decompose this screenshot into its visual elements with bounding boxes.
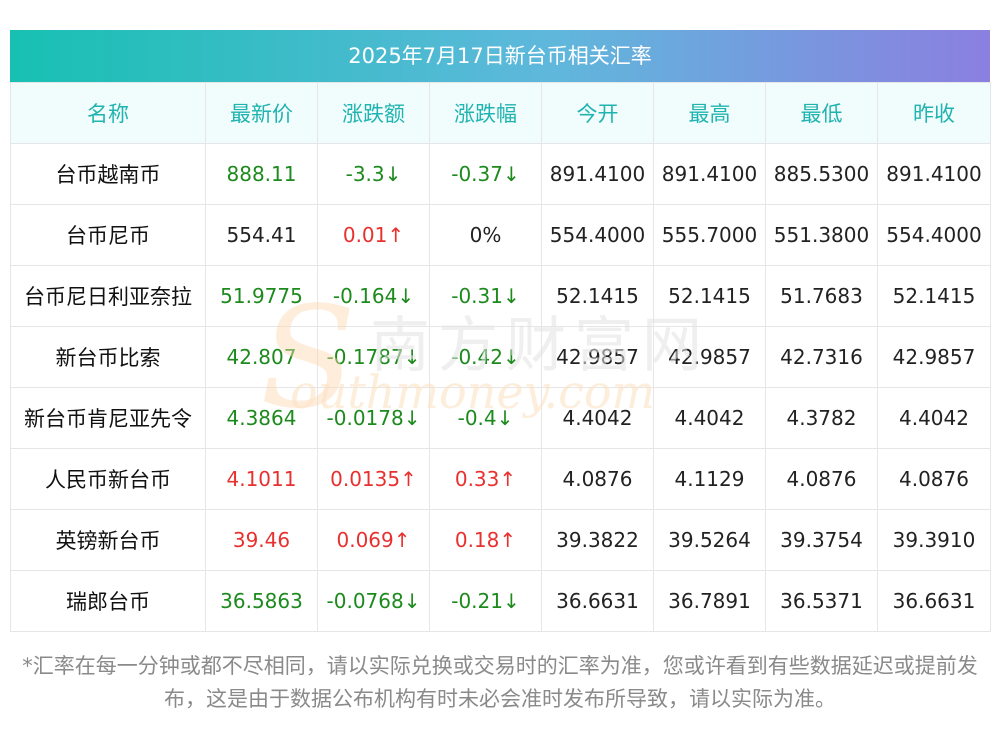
table-row: 新台币比索 42.807 -0.1787↓ -0.42↓ 42.9857 42.9857 4… (10, 326, 991, 388)
table-body: 台币越南币 888.11 -3.3↓ -0.37↓ 891.4100 891.4100 88… (10, 143, 991, 632)
cell-open: 52.1415 (541, 265, 654, 327)
cell-name: 人民币新台币 (10, 448, 206, 510)
cell-change: -0.1787↓ (317, 326, 430, 388)
cell-high: 891.4100 (653, 143, 766, 205)
cell-name: 台币尼币 (10, 204, 206, 266)
header-name: 名称 (10, 82, 206, 144)
cell-prev-close: 554.4000 (877, 204, 991, 266)
cell-prev-close: 891.4100 (877, 143, 991, 205)
cell-high: 36.7891 (653, 570, 766, 632)
cell-prev-close: 4.4042 (877, 387, 991, 449)
cell-latest: 888.11 (205, 143, 318, 205)
cell-name: 台币尼日利亚奈拉 (10, 265, 206, 327)
header-high: 最高 (653, 82, 766, 144)
rate-panel: 2025年7月17日新台币相关汇率 名称 最新价 涨跌额 涨跌幅 今开 最高 最… (10, 30, 991, 716)
table-row: 英镑新台币 39.46 0.069↑ 0.18↑ 39.3822 39.5264 39.37… (10, 509, 991, 571)
cell-change-pct: 0% (429, 204, 542, 266)
cell-open: 42.9857 (541, 326, 654, 388)
cell-latest: 4.3864 (205, 387, 318, 449)
header-low: 最低 (765, 82, 878, 144)
cell-open: 554.4000 (541, 204, 654, 266)
cell-change-pct: -0.21↓ (429, 570, 542, 632)
cell-low: 4.3782 (765, 387, 878, 449)
header-change-pct: 涨跌幅 (429, 82, 542, 144)
cell-high: 42.9857 (653, 326, 766, 388)
cell-name: 新台币比索 (10, 326, 206, 388)
header-prev-close: 昨收 (877, 82, 991, 144)
cell-low: 42.7316 (765, 326, 878, 388)
cell-high: 52.1415 (653, 265, 766, 327)
cell-change-pct: -0.42↓ (429, 326, 542, 388)
cell-name: 新台币肯尼亚先令 (10, 387, 206, 449)
cell-low: 51.7683 (765, 265, 878, 327)
table-header-row: 名称 最新价 涨跌额 涨跌幅 今开 最高 最低 昨收 (10, 82, 991, 144)
cell-low: 4.0876 (765, 448, 878, 510)
cell-latest: 51.9775 (205, 265, 318, 327)
footnote: *汇率在每一分钟或都不尽相同，请以实际兑换或交易时的汇率为准，您或许看到有些数据… (22, 654, 978, 711)
table-row: 瑞郎台币 36.5863 -0.0768↓ -0.21↓ 36.6631 36.7891 3… (10, 570, 991, 632)
cell-name: 英镑新台币 (10, 509, 206, 571)
cell-change: 0.069↑ (317, 509, 430, 571)
cell-prev-close: 42.9857 (877, 326, 991, 388)
cell-open: 39.3822 (541, 509, 654, 571)
cell-low: 885.5300 (765, 143, 878, 205)
table-row: 台币尼日利亚奈拉 51.9775 -0.164↓ -0.31↓ 52.1415 52.14… (10, 265, 991, 327)
table-area: 名称 最新价 涨跌额 涨跌幅 今开 最高 最低 昨收 台币越南币 888.11 -3… (10, 82, 991, 632)
cell-latest: 39.46 (205, 509, 318, 571)
cell-prev-close: 52.1415 (877, 265, 991, 327)
cell-change: 0.01↑ (317, 204, 430, 266)
table-row: 人民币新台币 4.1011 0.0135↑ 0.33↑ 4.0876 4.1129 4.08… (10, 448, 991, 510)
cell-low: 551.3800 (765, 204, 878, 266)
cell-name: 瑞郎台币 (10, 570, 206, 632)
header-open: 今开 (541, 82, 654, 144)
cell-high: 555.7000 (653, 204, 766, 266)
cell-low: 36.5371 (765, 570, 878, 632)
table-row: 台币越南币 888.11 -3.3↓ -0.37↓ 891.4100 891.4100 88… (10, 143, 991, 205)
cell-change: -3.3↓ (317, 143, 430, 205)
cell-latest: 4.1011 (205, 448, 318, 510)
cell-change: -0.0178↓ (317, 387, 430, 449)
cell-high: 4.4042 (653, 387, 766, 449)
cell-prev-close: 36.6631 (877, 570, 991, 632)
cell-change: -0.0768↓ (317, 570, 430, 632)
cell-latest: 42.807 (205, 326, 318, 388)
cell-open: 4.0876 (541, 448, 654, 510)
cell-low: 39.3754 (765, 509, 878, 571)
table-title: 2025年7月17日新台币相关汇率 (10, 30, 990, 82)
header-latest: 最新价 (205, 82, 318, 144)
cell-change-pct: 0.18↑ (429, 509, 542, 571)
cell-prev-close: 39.3910 (877, 509, 991, 571)
header-change: 涨跌额 (317, 82, 430, 144)
cell-high: 4.1129 (653, 448, 766, 510)
cell-prev-close: 4.0876 (877, 448, 991, 510)
exchange-rate-table: 名称 最新价 涨跌额 涨跌幅 今开 最高 最低 昨收 台币越南币 888.11 -3… (10, 82, 991, 632)
cell-latest: 554.41 (205, 204, 318, 266)
cell-open: 4.4042 (541, 387, 654, 449)
table-row: 新台币肯尼亚先令 4.3864 -0.0178↓ -0.4↓ 4.4042 4.4042 4… (10, 387, 991, 449)
cell-change-pct: 0.33↑ (429, 448, 542, 510)
cell-open: 891.4100 (541, 143, 654, 205)
cell-change-pct: -0.31↓ (429, 265, 542, 327)
cell-latest: 36.5863 (205, 570, 318, 632)
cell-change: 0.0135↑ (317, 448, 430, 510)
cell-open: 36.6631 (541, 570, 654, 632)
cell-change: -0.164↓ (317, 265, 430, 327)
table-row: 台币尼币 554.41 0.01↑ 0% 554.4000 555.7000 551.380… (10, 204, 991, 266)
cell-name: 台币越南币 (10, 143, 206, 205)
cell-change-pct: -0.4↓ (429, 387, 542, 449)
cell-change-pct: -0.37↓ (429, 143, 542, 205)
cell-high: 39.5264 (653, 509, 766, 571)
